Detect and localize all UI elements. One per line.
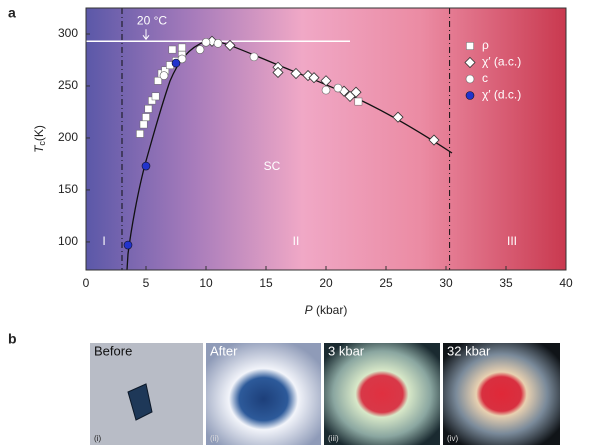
photo-index: (iii) [328,434,339,443]
point [154,76,162,85]
reference-label: 20 °C [137,13,167,27]
panel-label: b [8,331,17,347]
axis-title-part: P [305,303,313,317]
y-tick-label: 100 [58,234,78,248]
photo [443,343,560,445]
axis-title-part: (kbar) [316,303,347,317]
region-label: III [507,234,517,248]
reference-arrow [142,29,150,41]
point [139,120,148,129]
x-tick-label: 20 [319,276,333,290]
photo-index: (i) [94,434,101,443]
photo-label: 32 kbar [447,343,491,358]
y-tick-label: 150 [58,182,78,196]
y-axis-title: Tc(K) [32,125,47,153]
point [272,66,284,79]
point [144,104,153,113]
photo-index: (iv) [447,434,458,443]
photo-label: 3 kbar [328,343,365,358]
x-tick-label: 5 [143,276,150,290]
photo-label: Before [94,343,132,358]
point [136,129,144,138]
x-tick-label: 30 [439,276,453,290]
point [392,111,404,123]
photo-label: After [210,343,238,358]
legend-label: χ′ (a.c.) [482,55,521,69]
legend-label: ρ [482,38,489,52]
legend-label: χ′ (d.c.) [482,88,521,102]
y-tick-label: 200 [58,130,78,144]
photo [206,343,321,445]
plot-background [86,8,566,270]
point [224,39,236,51]
panel-label: a [8,5,16,21]
x-tick-label: 35 [499,276,513,290]
point [201,38,211,47]
point [321,85,331,95]
legend-marker [465,74,475,84]
point [177,54,187,64]
point [123,240,133,250]
x-tick-label: 40 [559,276,573,290]
region-label: I [102,234,105,248]
y-tick-label: 250 [58,78,78,92]
point [142,113,150,122]
point [290,67,302,80]
point [213,39,223,48]
legend-marker [465,91,475,100]
y-tick-label: 300 [58,26,78,40]
region-label: II [293,234,300,248]
point [178,43,186,52]
point [308,72,320,84]
point [151,92,160,101]
x-tick-label: 0 [83,276,90,290]
photo-index: (ii) [210,434,219,443]
photo [324,343,440,445]
x-tick-label: 15 [259,276,273,290]
x-tick-label: 25 [379,276,393,290]
point [350,86,362,98]
point [428,134,440,146]
x-tick-label: 10 [199,276,213,290]
legend-marker [466,42,474,50]
point [141,161,151,171]
x-axis-title: P (kbar) [305,303,348,317]
point [333,83,343,93]
point [320,75,332,87]
axis-title-part: c [37,141,47,146]
axis-title-part: T [32,144,46,153]
point [354,97,363,106]
legend-label: c [482,71,488,85]
crystal [127,383,153,421]
point [195,45,205,54]
legend-marker [464,56,476,69]
point [168,45,177,54]
point [171,58,181,68]
point [249,52,259,62]
annotation: SC [264,159,281,173]
point [159,71,169,80]
axis-title-part: (K) [32,125,46,141]
